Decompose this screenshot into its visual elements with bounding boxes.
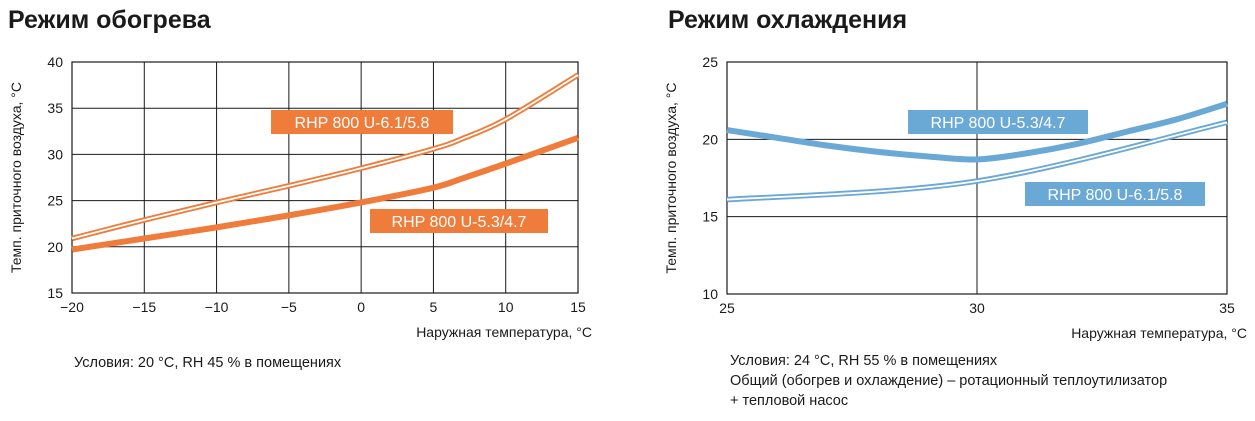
note-line: Общий (обогрев и охлаждение) – ротационн… bbox=[730, 373, 1168, 389]
cooling-conditions-note: Условия: 24 °C, RH 55 % в помещениях Общи… bbox=[730, 351, 1167, 411]
heating-chart: −20 −15 −10 −5 0 5 10 15 15 20 25 30 35 40 Наружная те… bbox=[8, 54, 592, 340]
x-tick-label: 10 bbox=[498, 299, 514, 315]
cooling-panel: Режим охлаждения 25 30 35 10 15 20 25 Наружная … bbox=[640, 0, 1255, 421]
plot-frame bbox=[726, 61, 1228, 295]
y-tick-label: 15 bbox=[702, 209, 718, 225]
x-tick-label: −5 bbox=[281, 299, 297, 315]
series-label-box bbox=[370, 209, 548, 233]
series-line-inner bbox=[726, 121, 1228, 201]
series-label: RHP 800 U-6.1/5.8 bbox=[295, 115, 430, 132]
y-tick-label: 40 bbox=[47, 54, 63, 70]
x-tick-label: 30 bbox=[969, 300, 985, 316]
y-tick-label: 35 bbox=[47, 100, 63, 116]
series-line-inner bbox=[71, 74, 579, 240]
y-axis-label: Темп. приточного воздуха, °C bbox=[8, 82, 24, 273]
y-axis-label: Темп. приточного воздуха, °C bbox=[663, 82, 679, 273]
y-tick-label: 10 bbox=[702, 286, 718, 302]
plot-frame bbox=[71, 61, 579, 294]
cooling-chart: 25 30 35 10 15 20 25 Наружная температура, °C Те… bbox=[663, 54, 1247, 341]
x-axis-label: Наружная температура, °C bbox=[1071, 325, 1247, 341]
y-tick-label: 25 bbox=[47, 193, 63, 209]
x-tick-label: −15 bbox=[132, 299, 156, 315]
x-tick-label: −10 bbox=[205, 299, 229, 315]
y-tick-label: 20 bbox=[702, 131, 718, 147]
x-tick-label: 25 bbox=[719, 300, 735, 316]
heating-title: Режим обогрева bbox=[8, 6, 211, 34]
y-tick-label: 20 bbox=[47, 239, 63, 255]
cooling-title: Режим охлаждения bbox=[668, 6, 908, 34]
note-line: + тепловой насос bbox=[730, 393, 849, 409]
note-line: Условия: 20 °C, RH 45 % в помещениях bbox=[74, 355, 342, 371]
series-label: RHP 800 U-6.1/5.8 bbox=[1048, 187, 1183, 204]
series-line bbox=[71, 134, 580, 253]
x-axis-label: Наружная температура, °C bbox=[416, 324, 592, 340]
x-tick-label: −20 bbox=[60, 299, 84, 315]
y-tick-label: 30 bbox=[47, 146, 63, 162]
y-tick-label: 25 bbox=[702, 54, 718, 70]
x-tick-label: 35 bbox=[1219, 300, 1235, 316]
series-label-box bbox=[908, 110, 1088, 134]
note-line: Условия: 24 °C, RH 55 % в помещениях bbox=[730, 353, 998, 369]
x-tick-label: 0 bbox=[357, 299, 365, 315]
series-label-box bbox=[271, 110, 453, 134]
y-tick-label: 15 bbox=[47, 285, 63, 301]
series-label: RHP 800 U-5.3/4.7 bbox=[392, 214, 527, 231]
series-line bbox=[726, 100, 1228, 163]
heating-panel: Режим обогрева −20 −15 −10 −5 0 5 10 15 15 20 25 30… bbox=[0, 0, 620, 421]
x-tick-label: 5 bbox=[430, 299, 438, 315]
x-tick-label: 15 bbox=[570, 299, 586, 315]
series-label-box bbox=[1025, 182, 1205, 206]
heating-conditions-note: Условия: 20 °C, RH 45 % в помещениях bbox=[74, 353, 341, 373]
series-label: RHP 800 U-5.3/4.7 bbox=[931, 115, 1066, 132]
